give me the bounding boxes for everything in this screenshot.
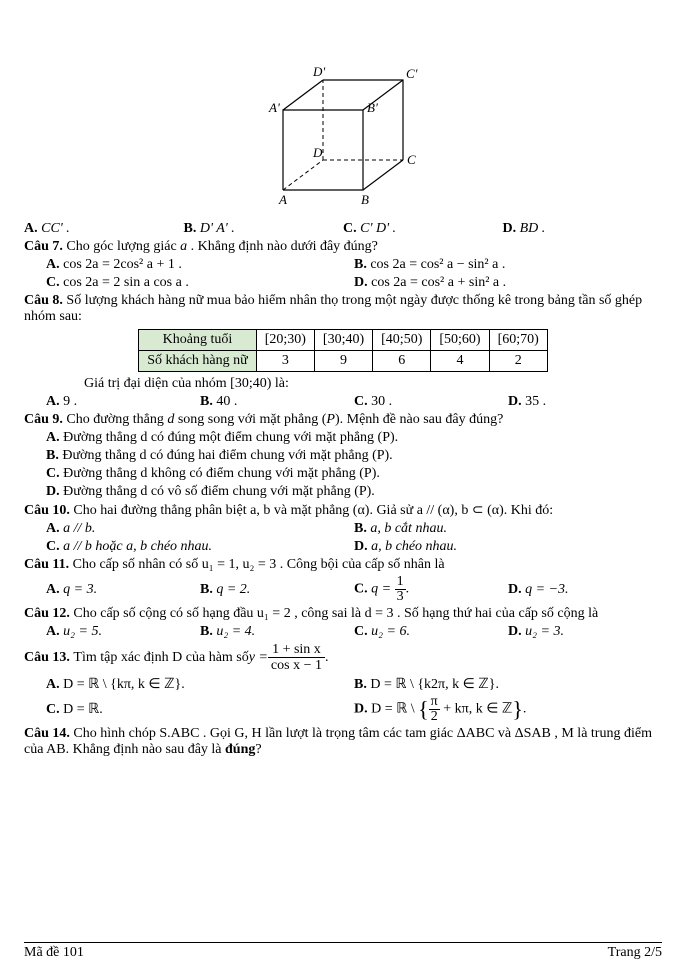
q7-opt-c: C. cos 2a = 2 sin a cos a . — [24, 275, 354, 291]
q11-options: A. q = 3. B. q = 2. C. q = 13. D. q = −3… — [24, 575, 662, 604]
q8-options: A. 9 . B. 40 . C. 30 . D. 35 . — [24, 394, 662, 410]
page-footer: Mã đề 101 Trang 2/5 — [24, 942, 662, 961]
q7-opt-a: A. cos 2a = 2cos² a + 1 . — [24, 257, 354, 273]
q7-opt-b: B. cos 2a = cos² a − sin² a . — [354, 257, 662, 273]
q9-opt-d: D. Đường thẳng d có vô số điểm chung với… — [46, 484, 662, 500]
q8-val-1: 9 — [314, 351, 372, 372]
svg-text:A: A — [278, 192, 287, 207]
q6-opt-b: B. D' A' . — [184, 221, 344, 237]
q8-row1-label: Khoảng tuổi — [139, 330, 257, 351]
q7-stem: Câu 7. Cho góc lượng giác a . Khẳng định… — [24, 239, 662, 255]
svg-text:C: C — [407, 152, 416, 167]
svg-text:B': B' — [367, 100, 378, 115]
q9-opt-c: C. Đường thẳng d không có điểm chung với… — [46, 466, 662, 482]
q8-opt-c: C. 30 . — [354, 394, 508, 410]
q12-stem: Câu 12. Cho cấp số cộng có số hạng đầu u… — [24, 606, 662, 622]
q11-opt-d: D. q = −3. — [508, 582, 662, 598]
q8-sub: Giá trị đại diện của nhóm [30;40) là: — [84, 376, 662, 392]
q8-table: Khoảng tuổi [20;30) [30;40) [40;50) [50;… — [138, 329, 548, 372]
svg-text:C': C' — [406, 66, 418, 81]
q9-opt-b: B. Đường thẳng d có đúng hai điểm chung … — [46, 448, 662, 464]
q7-opt-d: D. cos 2a = cos² a + sin² a . — [354, 275, 662, 291]
q8-opt-b: B. 40 . — [200, 394, 354, 410]
q6-opt-c: C. C' D' . — [343, 221, 503, 237]
q10-opt-a: A. a // b. — [24, 521, 354, 537]
q8-opt-a: A. 9 . — [24, 394, 200, 410]
q8-val-3: 4 — [431, 351, 489, 372]
q12-options: A. u₂ = 5. B. u₂ = 4. C. u₂ = 6. D. u₂ =… — [24, 624, 662, 640]
q10-opt-b: B. a, b cắt nhau. — [354, 521, 662, 537]
q14-stem: Câu 14. Cho hình chóp S.ABC . Gọi G, H l… — [24, 726, 662, 758]
q12-opt-b: B. u₂ = 4. — [200, 624, 354, 640]
q12-opt-c: C. u₂ = 6. — [354, 624, 508, 640]
cube-figure: A B C D A' B' C' D' — [24, 30, 662, 215]
q8-opt-d: D. 35 . — [508, 394, 662, 410]
q10-row2: C. a // b hoặc a, b chéo nhau. D. a, b c… — [24, 539, 662, 555]
q8-col-3: [50;60) — [431, 330, 489, 351]
q8-row2-label: Số khách hàng nữ — [139, 351, 257, 372]
q8-val-4: 2 — [489, 351, 547, 372]
q13-opt-a: A. D = ℝ \ {kπ, k ∈ ℤ}. — [24, 676, 354, 693]
q13-opt-d: D. D = ℝ \ {π2 + kπ, k ∈ ℤ}. — [354, 695, 662, 724]
q8-col-2: [40;50) — [373, 330, 431, 351]
q7-row2: C. cos 2a = 2 sin a cos a . D. cos 2a = … — [24, 275, 662, 291]
q12-opt-a: A. u₂ = 5. — [24, 624, 200, 640]
q8-val-2: 6 — [373, 351, 431, 372]
q11-stem: Câu 11. Cho cấp số nhân có số u₁ = 1, u₂… — [24, 557, 662, 573]
q9-stem: Câu 9. Cho đường thẳng d song song với m… — [24, 412, 662, 428]
cube-svg: A B C D A' B' C' D' — [243, 30, 443, 210]
q12-opt-d: D. u₂ = 3. — [508, 624, 662, 640]
q13-row1: A. D = ℝ \ {kπ, k ∈ ℤ}. B. D = ℝ \ {k2π,… — [24, 676, 662, 693]
q11-opt-c: C. q = 13. — [354, 575, 508, 604]
q8-stem: Câu 8. Số lượng khách hàng nữ mua bảo hi… — [24, 293, 662, 325]
q11-opt-b: B. q = 2. — [200, 582, 354, 598]
footer-left: Mã đề 101 — [24, 945, 84, 961]
q13-opt-b: B. D = ℝ \ {k2π, k ∈ ℤ}. — [354, 676, 662, 693]
q8-val-0: 3 — [256, 351, 314, 372]
svg-text:B: B — [361, 192, 369, 207]
q13-stem: Câu 13. Tìm tập xác định D của hàm số y … — [24, 642, 662, 674]
q8-col-1: [30;40) — [314, 330, 372, 351]
q6-opt-a: A. CC' . — [24, 221, 184, 237]
q6-options: A. CC' . B. D' A' . C. C' D' . D. BD . — [24, 221, 662, 237]
q7-row1: A. cos 2a = 2cos² a + 1 . B. cos 2a = co… — [24, 257, 662, 273]
q10-stem: Câu 10. Cho hai đường thẳng phân biệt a,… — [24, 502, 662, 519]
footer-right: Trang 2/5 — [608, 945, 662, 961]
q13-opt-c: C. D = ℝ. — [24, 701, 354, 718]
q8-col-4: [60;70) — [489, 330, 547, 351]
svg-text:D: D — [312, 145, 323, 160]
q10-opt-d: D. a, b chéo nhau. — [354, 539, 662, 555]
q6-opt-d: D. BD . — [503, 221, 663, 237]
svg-text:D': D' — [312, 64, 325, 79]
q8-col-0: [20;30) — [256, 330, 314, 351]
q10-opt-c: C. a // b hoặc a, b chéo nhau. — [24, 539, 354, 555]
q13-row2: C. D = ℝ. D. D = ℝ \ {π2 + kπ, k ∈ ℤ}. — [24, 695, 662, 724]
q9-opt-a: A. Đường thẳng d có đúng một điểm chung … — [46, 430, 662, 446]
svg-text:A': A' — [268, 100, 280, 115]
q11-opt-a: A. q = 3. — [24, 582, 200, 598]
q10-row1: A. a // b. B. a, b cắt nhau. — [24, 521, 662, 537]
